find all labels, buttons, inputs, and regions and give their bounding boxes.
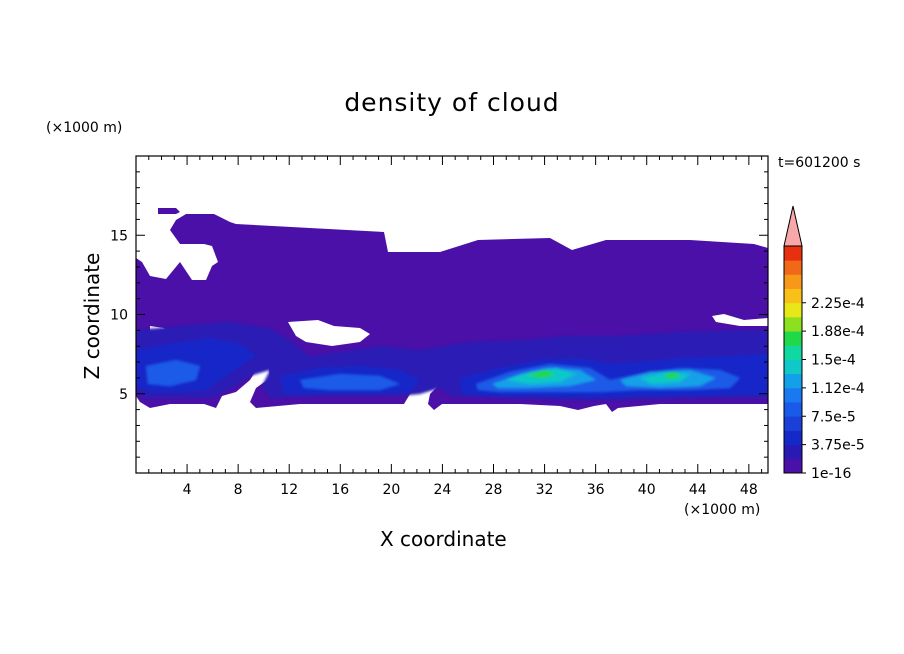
colorbar-swatch [784,373,802,389]
z-tick-label: 15 [110,228,128,244]
contour-field [136,208,768,412]
x-tick-label: 8 [234,482,243,498]
colorbar-swatch [784,288,802,304]
z-axis-unit: (×1000 m) [46,120,123,136]
colorbar-swatch [784,316,802,332]
colorbar-swatch [784,331,802,346]
colorbar-label: 1e-16 [811,466,851,482]
x-tick-label: 24 [434,482,452,498]
x-axis-label: X coordinate [380,527,507,551]
x-tick-label: 36 [587,482,605,498]
cloud-fragment [158,208,180,214]
x-tick-label: 28 [485,482,503,498]
colorbar-swatch [784,260,802,275]
colorbar-swatch [784,387,802,403]
x-tick-label: 16 [331,482,349,498]
x-tick-label: 40 [638,482,656,498]
colorbar: 1e-16 3.75e-5 7.5e-5 1.12e-4 1.5e-4 1.88e-4 2.… [783,205,865,482]
x-tick-label: 20 [382,482,400,498]
x-tick-label: 44 [689,482,707,498]
colorbar-label: 3.75e-5 [811,438,865,454]
x-tick-label: 4 [183,482,192,498]
colorbar-swatch [784,402,802,417]
density-band-6 [664,372,680,379]
colorbar-label: 2.25e-4 [811,296,865,312]
density-band-6 [526,370,556,378]
time-label: t=601200 s [778,155,861,171]
density-band-3 [146,360,200,386]
colorbar-label: 7.5e-5 [811,409,856,425]
colorbar-label: 1.12e-4 [811,381,865,397]
colorbar-swatch [784,246,802,261]
colorbar-label: 1.5e-4 [811,353,856,369]
x-tick-label: 48 [740,482,758,498]
colorbar-swatch [784,274,802,289]
x-axis-unit: (×1000 m) [684,502,761,518]
z-tick-label: 10 [110,308,128,324]
x-tick-label: 12 [280,482,298,498]
colorbar-swatch [784,302,802,318]
colorbar-swatch [784,359,802,375]
clear-air-gap [288,320,370,346]
colorbar-overflow-triangle [783,205,803,247]
cloud-fragment [226,264,384,296]
colorbar-swatch [784,416,802,431]
colorbar-swatch [784,430,802,446]
colorbar-swatch [784,458,802,474]
clear-air-gap [712,314,768,326]
density-band-3 [300,374,400,390]
chart-title: density of cloud [344,88,560,117]
z-tick-label: 5 [119,387,128,403]
colorbar-swatch [784,345,802,360]
colorbar-swatch [784,444,802,460]
x-tick-label: 32 [536,482,554,498]
colorbar-label: 1.88e-4 [811,324,865,340]
